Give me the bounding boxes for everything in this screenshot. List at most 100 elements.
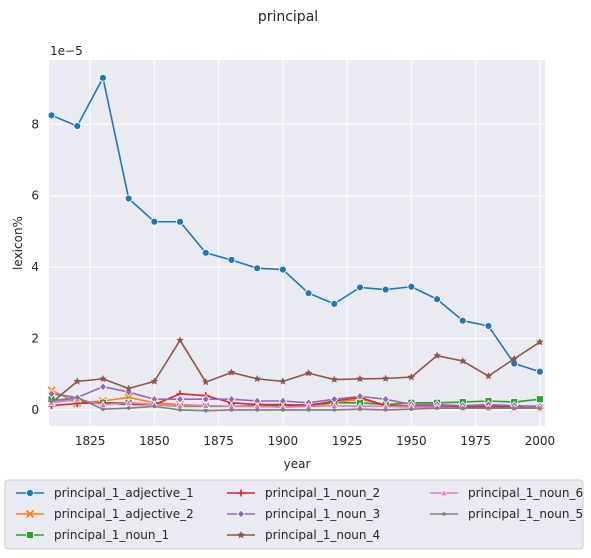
chart-title: principal xyxy=(258,9,318,25)
data-point xyxy=(278,265,287,274)
data-point xyxy=(98,382,108,392)
series-principal_1_noun_3 xyxy=(47,382,544,411)
series-line xyxy=(51,77,541,373)
x-tick-label: 1850 xyxy=(139,434,170,448)
legend-label: principal_1_noun_6 xyxy=(468,486,583,500)
data-point xyxy=(150,217,159,226)
legend-label: principal_1_noun_5 xyxy=(468,507,583,521)
data-point xyxy=(99,73,107,82)
data-point xyxy=(229,408,234,412)
data-point xyxy=(486,406,491,410)
legend-item: principal_1_noun_2 xyxy=(227,486,380,500)
y-tick-label: 0 xyxy=(31,403,39,417)
series-line xyxy=(51,385,540,408)
data-point xyxy=(435,406,439,410)
y-tick-label: 8 xyxy=(31,117,39,131)
data-point xyxy=(433,295,441,304)
data-point xyxy=(306,408,311,412)
data-point xyxy=(98,400,108,408)
legend-swatch-marker xyxy=(439,488,449,497)
x-tick-label: 2000 xyxy=(525,434,556,448)
legend-item: principal_1_noun_3 xyxy=(227,507,380,521)
data-point xyxy=(126,406,131,410)
data-point xyxy=(484,371,493,380)
x-tick-labels: 1825 1850 1875 1900 1925 1950 1975 2000 xyxy=(75,434,555,448)
data-point xyxy=(281,408,285,412)
data-point xyxy=(227,256,236,264)
data-point xyxy=(47,111,56,120)
series-line xyxy=(51,396,540,412)
legend-item: principal_1_adjective_1 xyxy=(16,486,194,500)
data-point xyxy=(458,316,467,325)
series-group xyxy=(47,73,545,413)
legend-item: principal_1_noun_5 xyxy=(430,507,583,521)
data-point xyxy=(304,368,313,377)
legend-swatch-marker xyxy=(442,512,446,516)
x-tick-label: 1925 xyxy=(332,434,363,448)
grid-lines xyxy=(49,60,545,426)
series-line xyxy=(51,339,541,404)
legend-box xyxy=(4,479,584,550)
data-point xyxy=(484,322,493,330)
data-point xyxy=(407,282,416,291)
x-tick-label: 1975 xyxy=(460,434,491,448)
legend-swatch-marker xyxy=(236,509,246,519)
legend-label: principal_1_noun_3 xyxy=(265,507,380,521)
x-tick-label: 1900 xyxy=(268,434,299,448)
data-point xyxy=(227,368,236,376)
y-axis-label: lexicon% xyxy=(11,216,25,270)
data-point xyxy=(150,377,159,385)
data-point xyxy=(535,367,544,376)
series-principal_1_noun_5 xyxy=(49,395,542,413)
data-point xyxy=(355,391,364,401)
legend-label: principal_1_adjective_1 xyxy=(54,486,194,500)
data-point xyxy=(381,374,390,382)
y-tick-label: 2 xyxy=(31,332,39,346)
data-point xyxy=(75,395,80,400)
data-point xyxy=(512,406,516,410)
x-tick-label: 1950 xyxy=(396,434,427,448)
data-point xyxy=(124,398,133,406)
data-point xyxy=(203,408,208,413)
y-axis-multiplier: 1e−5 xyxy=(50,44,83,58)
legend-label: principal_1_adjective_2 xyxy=(54,507,194,521)
legend: principal_1_adjective_1 principal_1_adjec… xyxy=(4,479,584,550)
data-point xyxy=(535,395,544,404)
data-point xyxy=(201,248,210,257)
legend-label: principal_1_noun_4 xyxy=(265,528,380,542)
legend-swatch-marker xyxy=(25,509,35,519)
y-tick-labels: 0 2 4 6 8 xyxy=(31,117,39,417)
data-point xyxy=(460,406,465,410)
y-tick-label: 6 xyxy=(31,189,39,203)
data-point xyxy=(49,399,54,403)
plot-area xyxy=(49,60,545,426)
data-point xyxy=(356,283,364,292)
data-point xyxy=(409,407,414,412)
data-point xyxy=(332,408,337,412)
data-point xyxy=(124,384,133,392)
data-point xyxy=(538,406,542,410)
legend-swatch-marker xyxy=(237,489,245,497)
data-point xyxy=(383,408,388,412)
legend-swatch-marker xyxy=(26,489,34,497)
data-point xyxy=(535,337,544,346)
data-point xyxy=(253,264,262,273)
legend-item: principal_1_noun_4 xyxy=(227,528,380,542)
legend-swatch-marker xyxy=(26,531,34,539)
data-point xyxy=(458,356,467,365)
y-tick-label: 4 xyxy=(31,260,39,274)
series-principal_1_adjective_1 xyxy=(47,73,544,376)
data-point xyxy=(255,408,259,412)
data-point xyxy=(73,377,82,385)
data-point xyxy=(330,375,339,383)
data-point xyxy=(73,122,82,130)
data-point xyxy=(201,377,210,386)
data-point xyxy=(101,407,105,412)
data-point xyxy=(356,374,364,383)
x-tick-label: 1825 xyxy=(75,434,106,448)
data-point xyxy=(99,374,107,383)
legend-item: principal_1_noun_6 xyxy=(430,486,583,500)
data-point xyxy=(201,401,210,409)
data-point xyxy=(407,372,416,381)
